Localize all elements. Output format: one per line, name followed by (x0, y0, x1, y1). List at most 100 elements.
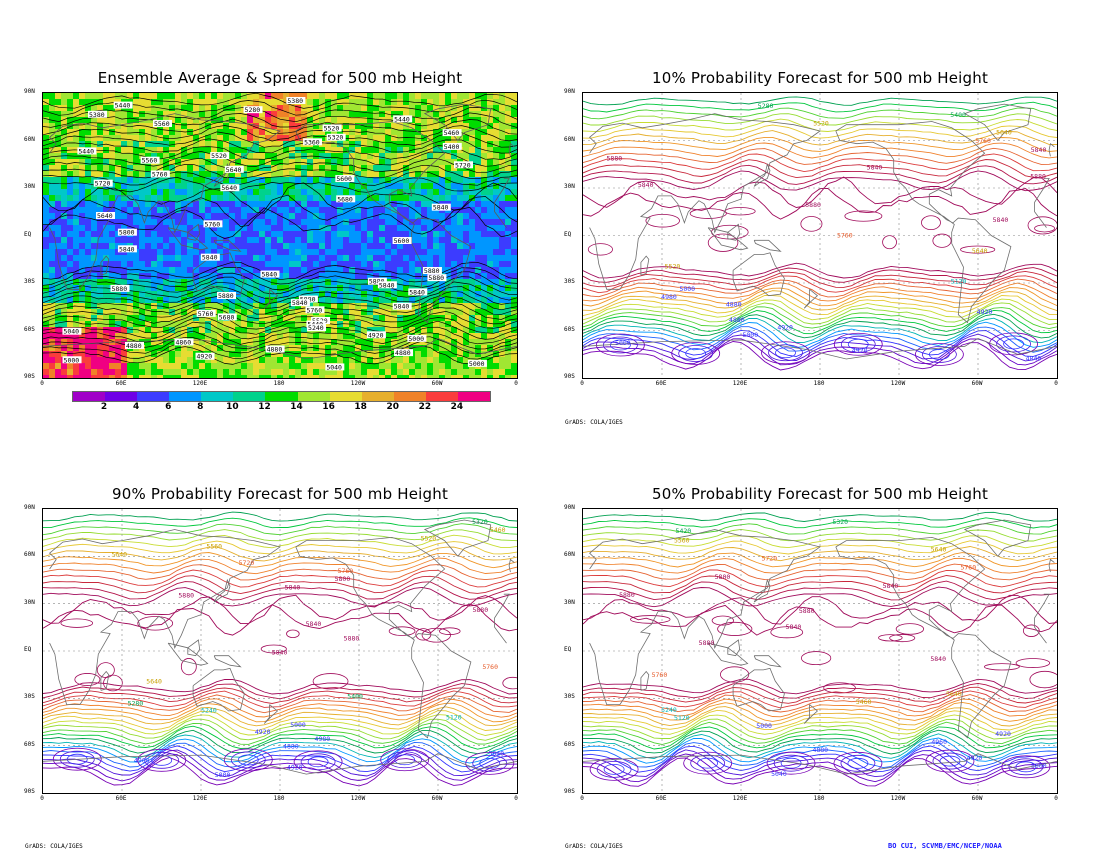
spread-cell (265, 249, 272, 256)
spread-cell (361, 105, 368, 112)
spread-cell (409, 315, 416, 322)
spread-cell (229, 225, 236, 232)
spread-cell (475, 189, 482, 196)
spread-cell (205, 105, 212, 112)
spread-cell (217, 297, 224, 304)
spread-cell (499, 165, 506, 172)
spread-cell (379, 255, 386, 262)
longitude-label: 180 (813, 795, 825, 802)
contour-label: 5800 (715, 573, 731, 581)
colorbar-label: 24 (450, 402, 464, 412)
spread-cell (271, 129, 278, 136)
spread-cell (271, 93, 278, 100)
height-contour (43, 138, 517, 154)
contour-label-bg (303, 138, 323, 146)
spread-cell (55, 99, 62, 106)
spread-cell (481, 231, 488, 238)
spread-cell (445, 99, 452, 106)
spread-cell (115, 147, 122, 154)
spread-cell (133, 333, 140, 340)
spread-cell (307, 351, 314, 358)
spread-cell (109, 297, 116, 304)
spread-cell (145, 357, 152, 364)
spread-cell (97, 117, 104, 124)
spread-cell (325, 207, 332, 214)
contour-label-bg (305, 306, 325, 314)
spread-cell (103, 93, 110, 100)
spread-cell (301, 285, 308, 292)
spread-cell (247, 369, 254, 376)
spread-cell (403, 111, 410, 118)
spread-cell (145, 105, 152, 112)
height-contour (43, 326, 517, 345)
spread-cell (151, 237, 158, 244)
contour-label-bg (62, 327, 82, 335)
coastline (213, 655, 242, 668)
spread-cell (265, 129, 272, 136)
spread-cell (409, 171, 416, 178)
height-contour (415, 628, 432, 641)
spread-cell (229, 117, 236, 124)
contour-label: 5680 (219, 313, 235, 321)
spread-cell (67, 159, 74, 166)
spread-cell (283, 141, 290, 148)
spread-cell (247, 321, 254, 328)
spread-cell (511, 165, 517, 172)
contour-label-bg (286, 97, 306, 104)
spread-cell (505, 237, 512, 244)
coastline (583, 337, 1057, 360)
spread-cell (85, 135, 92, 142)
latitude-label: 60S (564, 325, 575, 333)
spread-cell (313, 291, 320, 298)
spread-cell (367, 375, 374, 378)
spread-cell (367, 309, 374, 316)
spread-cell (499, 213, 506, 220)
spread-cell (403, 279, 410, 286)
spread-cell (187, 159, 194, 166)
spread-cell (49, 153, 56, 160)
spread-cell (139, 105, 146, 112)
spread-cell (205, 201, 212, 208)
spread-cell (319, 255, 326, 262)
spread-cell (265, 243, 272, 250)
spread-cell (439, 165, 446, 172)
latitude-label: 90N (24, 504, 35, 511)
height-contour (761, 341, 810, 365)
spread-cell (193, 345, 200, 352)
spread-cell (91, 321, 98, 328)
spread-cell (367, 351, 374, 358)
spread-cell (397, 291, 404, 298)
contour-label: 5520 (211, 152, 227, 160)
spread-cell (295, 231, 302, 238)
spread-cell (211, 249, 218, 256)
spread-cell (295, 273, 302, 280)
spread-cell (175, 363, 182, 370)
contour-label-bg (442, 129, 462, 137)
spread-cell (115, 153, 122, 160)
spread-cell (397, 255, 404, 262)
spread-cell (499, 327, 506, 334)
spread-cell (289, 303, 296, 310)
spread-cell (487, 291, 494, 298)
spread-cell (217, 105, 224, 112)
spread-cell (493, 195, 500, 202)
spread-cell (97, 327, 104, 334)
spread-cell (265, 147, 272, 154)
spread-cell (421, 141, 428, 148)
spread-cell (277, 243, 284, 250)
spread-cell (349, 201, 356, 208)
spread-cell (367, 183, 374, 190)
spread-cell (361, 213, 368, 220)
spread-cell (421, 207, 428, 214)
spread-cell (397, 243, 404, 250)
spread-cell (433, 315, 440, 322)
spread-cell (55, 267, 62, 274)
contour-label-bg (217, 313, 237, 321)
spread-cell (163, 249, 170, 256)
spread-cell (109, 237, 116, 244)
spread-cell (265, 123, 272, 130)
spread-cell (469, 111, 476, 118)
contour-label-bg (392, 237, 412, 244)
spread-cell (487, 189, 494, 196)
spread-cell (229, 201, 236, 208)
